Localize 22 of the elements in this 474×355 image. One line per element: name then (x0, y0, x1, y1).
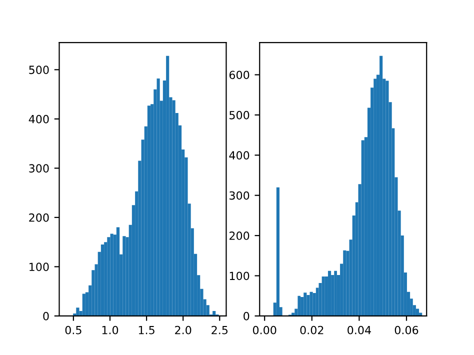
x-tick-label: 0.06 (394, 326, 418, 334)
y-tick-label: 600 (229, 70, 250, 80)
x-tick-label: 2.0 (175, 326, 192, 334)
y-tick-label: 300 (230, 191, 250, 200)
x-tick-label: 0.00 (252, 326, 276, 334)
y-tick-label: 100 (30, 262, 49, 272)
y-tick-label: 500 (29, 66, 49, 74)
y-tick-label: 200 (29, 213, 49, 222)
x-tick-label: 0.5 (65, 326, 82, 334)
y-tick-label: 200 (230, 232, 250, 240)
y-tick-label: 0 (244, 312, 250, 320)
x-tick-label: 0.04 (348, 326, 371, 334)
y-tick-label: 400 (229, 151, 250, 160)
y-tick-label: 100 (230, 272, 250, 280)
y-tick-label: 0 (43, 312, 49, 320)
y-tick-label: 400 (28, 114, 49, 124)
x-tick-label: 1.0 (102, 326, 118, 334)
y-tick-label: 300 (29, 164, 49, 173)
x-tick-label: 0.02 (300, 326, 324, 334)
x-tick-label: 2.5 (212, 326, 228, 334)
x-tick-label: 1.5 (138, 326, 154, 334)
y-tick-label: 500 (230, 110, 250, 120)
